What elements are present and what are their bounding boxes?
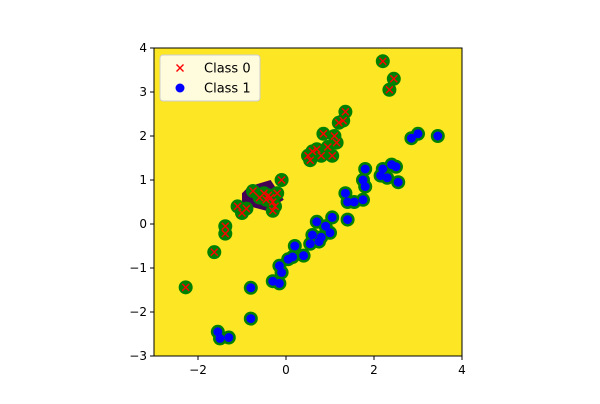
class-1-point	[433, 131, 443, 141]
class-1-point	[290, 241, 300, 251]
class-1-point	[321, 221, 331, 231]
class-0-point	[271, 202, 279, 211]
class-1-point	[340, 188, 350, 198]
class-0-point	[308, 147, 317, 156]
class-1-point	[406, 133, 416, 143]
class-0-point	[385, 85, 394, 94]
class-1-point	[327, 212, 337, 222]
class-1-point	[274, 261, 284, 271]
class-0-point	[323, 143, 332, 151]
x-tick-label: 0	[282, 363, 290, 377]
y-tick-label: 2	[139, 129, 147, 143]
class-1-point	[343, 197, 353, 207]
class-0-point	[389, 74, 398, 83]
x-tick-label: −2	[189, 363, 207, 377]
class-1-point	[358, 195, 368, 205]
class-0-point	[306, 156, 315, 165]
class-1-point	[360, 164, 370, 174]
plot-area	[154, 48, 462, 356]
class-1-point	[349, 197, 359, 207]
class-0-point	[266, 193, 275, 202]
x-tick-label: 4	[458, 363, 466, 377]
class-0-point	[242, 204, 251, 213]
axes-frame	[153, 47, 463, 357]
class-1-point	[274, 278, 284, 288]
class-1-point	[288, 252, 298, 262]
class-0-point	[332, 138, 341, 147]
class-0-point	[341, 107, 350, 116]
class-1-point	[343, 215, 353, 225]
legend-box	[159, 54, 261, 102]
y-tick-label: 1	[139, 173, 147, 187]
class-1-point	[413, 129, 423, 139]
class-0-point	[181, 283, 190, 292]
legend-marker-class-0	[176, 64, 184, 72]
class-0-point	[319, 129, 328, 138]
y-tick-label: 0	[139, 217, 147, 231]
y-tick-label: −1	[129, 261, 147, 275]
class-1-point	[393, 177, 403, 187]
y-tick-label: 4	[139, 41, 147, 55]
y-tick-label: 3	[139, 85, 147, 99]
class-0-point	[277, 176, 286, 184]
class-1-point	[391, 162, 401, 172]
class-1-point	[316, 232, 326, 242]
class-0-point	[328, 151, 337, 160]
class-1-point	[224, 333, 234, 343]
class-1-point	[215, 333, 225, 343]
y-tick-label: −3	[129, 349, 147, 363]
axes: −2 0 2 4 −3 −2 −1 0 1 2 3 4	[129, 41, 466, 377]
class-0-point	[317, 151, 326, 160]
class-0-point	[339, 116, 348, 125]
class-0-point	[268, 198, 277, 206]
class-0-point	[221, 222, 230, 231]
class-0-point	[262, 195, 271, 204]
class-0-point	[210, 248, 219, 257]
legend-label: Class 1	[204, 82, 251, 97]
class-0-point	[260, 189, 268, 198]
class-0-point	[334, 118, 343, 127]
class-0-point	[273, 189, 282, 198]
legend-label: Class 0	[204, 62, 251, 77]
legend-marker-class-1	[175, 83, 185, 93]
legend: Class 0 Class 1	[159, 54, 261, 102]
class-0-point	[330, 132, 339, 140]
class-1-point	[307, 230, 317, 240]
class-1-point	[325, 228, 335, 238]
class-0-point	[268, 206, 277, 215]
x-tick-label: 2	[370, 363, 378, 377]
class-1-point	[382, 173, 392, 183]
class-1-point	[246, 314, 256, 324]
class-0-point	[221, 229, 230, 238]
y-tick-label: −2	[129, 305, 147, 319]
class-1-point	[312, 217, 322, 227]
class-0-point	[378, 57, 387, 66]
class-0-point	[233, 202, 242, 211]
class-0-point	[312, 145, 321, 154]
class-1-point	[305, 239, 315, 249]
class-1-point	[378, 164, 388, 174]
class-1-point	[360, 182, 370, 192]
class-1-point	[299, 251, 309, 261]
class-0-point	[249, 187, 257, 195]
class-1-point	[246, 283, 256, 293]
